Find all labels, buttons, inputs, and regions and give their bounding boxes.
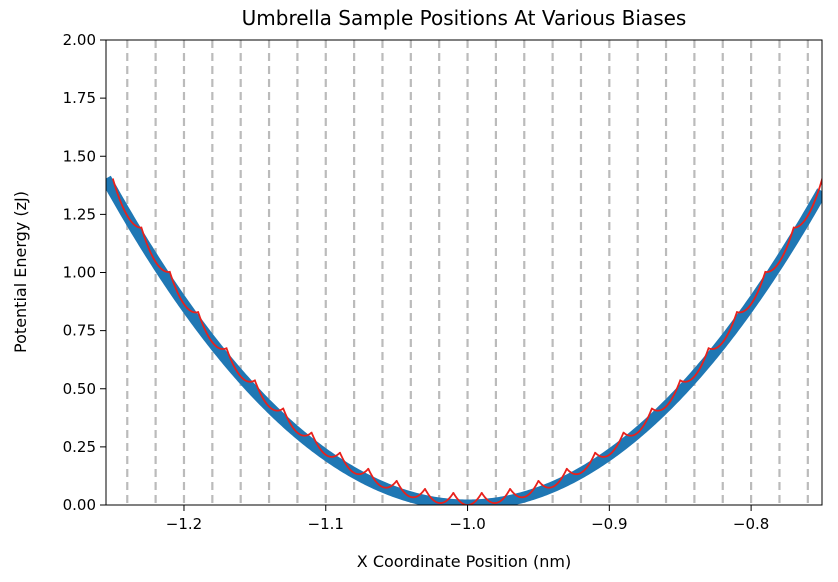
chart-title: Umbrella Sample Positions At Various Bia…: [242, 6, 687, 30]
biased-potential-4: [225, 347, 256, 383]
y-tick-label-4: 1.00: [63, 264, 96, 282]
biased-potential-17: [594, 431, 625, 458]
biased-potential-21: [707, 310, 739, 350]
x-tick-label-0: −1.2: [166, 515, 202, 533]
biased-potential-9: [367, 467, 398, 489]
x-axis-label: X Coordinate Position (nm): [357, 552, 571, 571]
y-tick-label-3: 0.75: [63, 322, 96, 340]
biased-potential-2: [168, 270, 199, 314]
x-tick-label-4: −0.8: [733, 515, 769, 533]
biased-potential-23: [764, 226, 795, 273]
biased-potential-14: [509, 479, 540, 499]
y-tick-label-7: 1.75: [63, 89, 96, 107]
biased-potential-18: [622, 407, 653, 437]
biased-potential-22: [736, 270, 767, 314]
x-tick-label-2: −1.0: [449, 515, 485, 533]
biased-potential-7: [310, 431, 341, 458]
biased-potential-16: [565, 451, 597, 476]
y-tick-label-8: 2.00: [63, 31, 96, 49]
y-tick-label-6: 1.50: [63, 147, 96, 165]
biased-potential-8: [338, 451, 370, 476]
biased-potential-12: [452, 491, 483, 505]
y-tick-label-1: 0.25: [63, 438, 96, 456]
biased-potential-1: [140, 226, 171, 273]
biased-potential-11: [423, 487, 455, 504]
biased-potential-13: [480, 487, 512, 504]
x-tick-label-1: −1.1: [308, 515, 344, 533]
biased-potential-0: [111, 178, 143, 229]
y-tick-label-0: 0.00: [63, 496, 96, 514]
biased-potential-3: [197, 310, 228, 350]
biased-potential-10: [395, 479, 427, 499]
biased-potential-15: [537, 467, 568, 489]
y-tick-label-5: 1.25: [63, 205, 96, 223]
biased-potential-24: [792, 178, 822, 229]
biased-potential-5: [253, 379, 285, 412]
y-axis-label: Potential Energy (zJ): [11, 191, 30, 353]
biased-potential-6: [282, 407, 313, 437]
biased-potential-19: [651, 379, 682, 412]
x-tick-label-3: −0.9: [591, 515, 627, 533]
biased-potential-20: [679, 347, 710, 383]
y-tick-label-2: 0.50: [63, 380, 96, 398]
